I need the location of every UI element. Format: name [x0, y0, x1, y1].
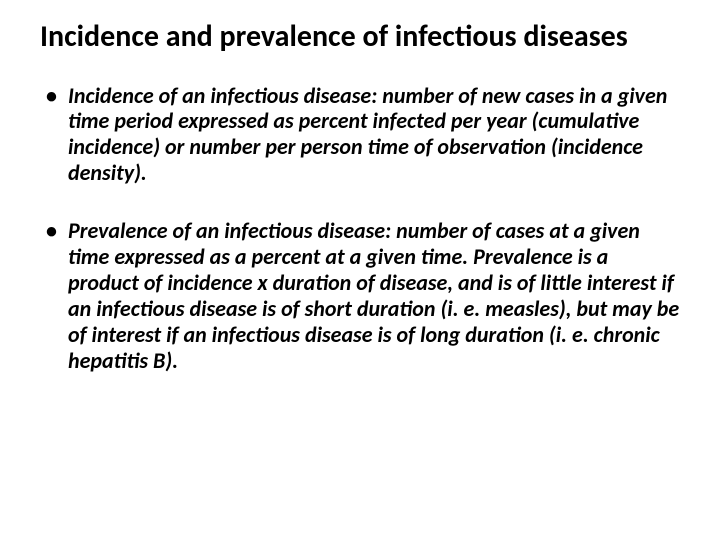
bullet-item: Prevalence of an infectious disease: num… — [40, 218, 680, 374]
bullet-item: Incidence of an infectious disease: numb… — [40, 83, 680, 187]
slide-title: Incidence and prevalence of infectious d… — [40, 20, 680, 55]
bullet-list: Incidence of an infectious disease: numb… — [40, 83, 680, 375]
